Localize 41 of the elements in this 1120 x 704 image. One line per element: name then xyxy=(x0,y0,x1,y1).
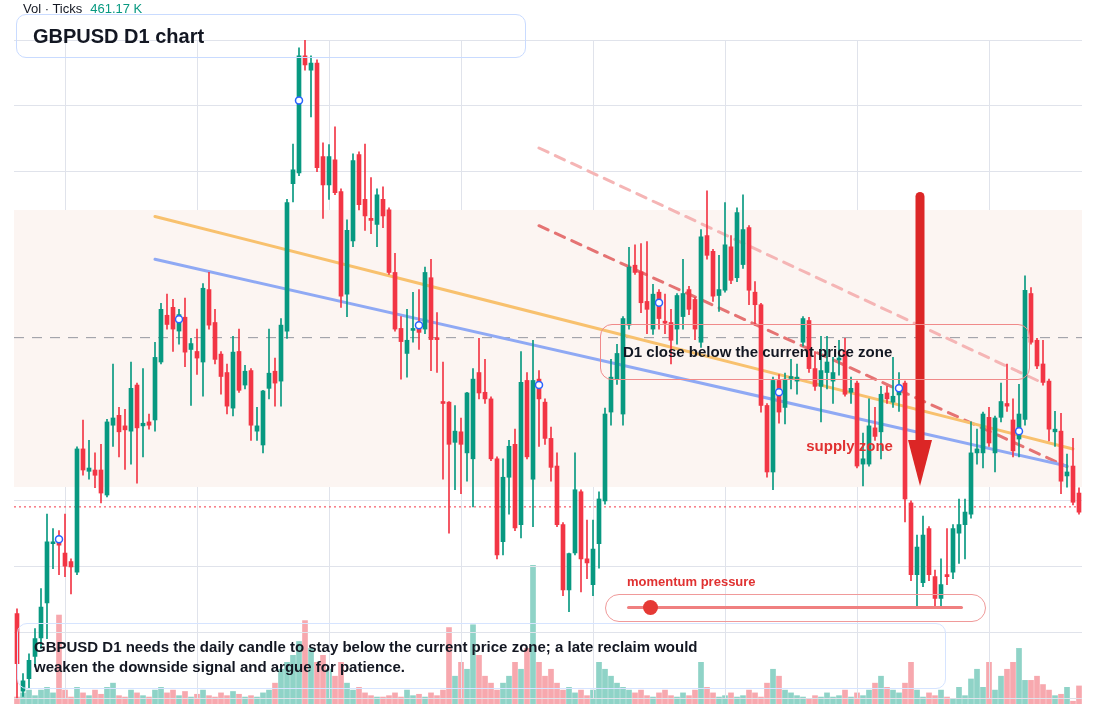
bar xyxy=(512,661,518,704)
chart-title: GBPUSD D1 chart xyxy=(33,25,205,47)
point xyxy=(294,96,304,105)
point xyxy=(1014,426,1024,436)
bar xyxy=(74,686,80,704)
bar xyxy=(272,682,278,704)
text: 461.17 K xyxy=(90,1,143,16)
bar xyxy=(452,675,458,704)
bar xyxy=(878,675,884,704)
bar xyxy=(134,692,140,704)
bar xyxy=(140,695,146,704)
bar xyxy=(248,695,254,704)
bar xyxy=(128,689,134,704)
point xyxy=(414,320,424,330)
bar xyxy=(80,692,86,704)
bar xyxy=(728,692,734,704)
bar xyxy=(230,691,236,704)
bar xyxy=(770,668,776,704)
bar xyxy=(1058,693,1064,704)
bar xyxy=(884,686,890,704)
text: Vol · Ticks xyxy=(23,1,83,16)
bar xyxy=(872,682,878,704)
bar xyxy=(698,661,704,704)
point xyxy=(654,298,664,307)
bar xyxy=(776,675,782,704)
point xyxy=(534,380,544,390)
bar xyxy=(200,689,206,704)
bar xyxy=(182,691,188,704)
bar xyxy=(416,693,422,704)
point xyxy=(54,534,64,544)
bar xyxy=(518,668,524,704)
annotation: momentum pressure xyxy=(627,574,756,589)
bar xyxy=(842,689,848,704)
bar xyxy=(1052,695,1058,704)
bar xyxy=(1064,686,1070,704)
point xyxy=(174,314,184,324)
bar xyxy=(236,693,242,704)
point xyxy=(774,388,784,397)
bar xyxy=(86,695,92,704)
bar xyxy=(938,689,944,704)
bar xyxy=(176,695,182,704)
